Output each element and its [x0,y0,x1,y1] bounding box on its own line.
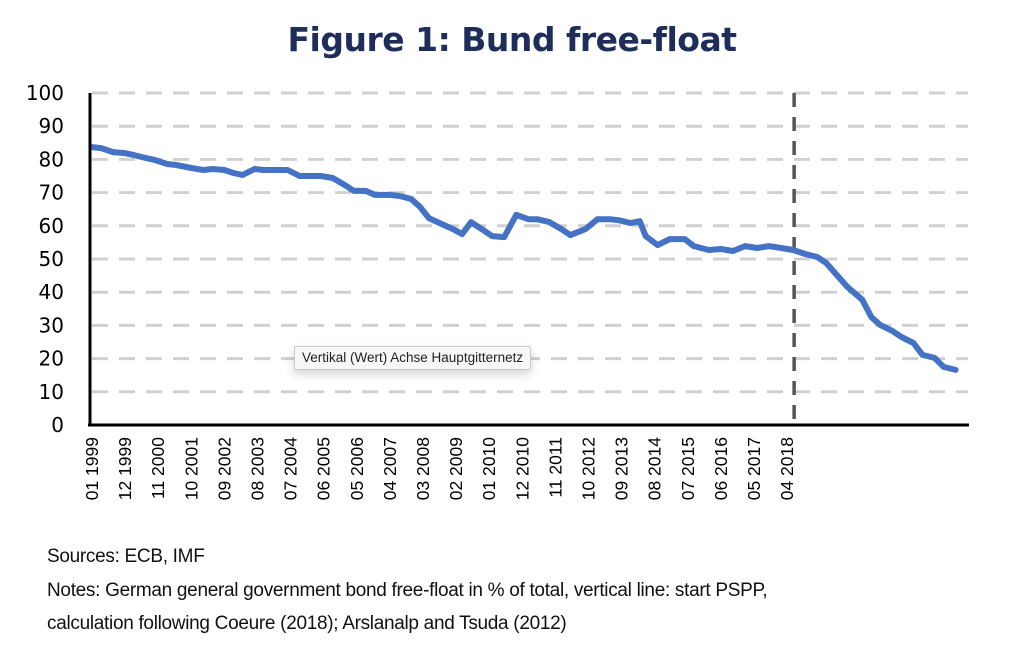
notes-line-1: Notes: German general government bond fr… [47,580,768,601]
x-tick-label: 12 1999 [115,437,135,500]
x-tick-label: 06 2016 [711,437,731,500]
y-tick-label: 100 [26,81,64,105]
x-tick-label: 08 2003 [248,437,268,500]
y-tick-label: 80 [39,147,64,171]
x-tick-label: 05 2017 [744,437,764,500]
x-tick-label: 11 2011 [545,437,565,498]
sources-note: Sources: ECB, IMF [47,546,205,567]
x-tick-label: 07 2004 [281,437,301,501]
y-tick-label: 70 [39,181,64,205]
y-tick-label: 20 [39,347,64,371]
series-group [89,144,959,373]
x-axis-tick-labels: 01 1999 12 1999 11 2000 10 2001 09 2002 08 20… [82,437,797,501]
x-tick-label: 04 2007 [380,437,400,500]
x-tick-label: 05 2006 [347,437,367,500]
x-tick-label: 10 2012 [579,437,599,500]
x-tick-label: 03 2008 [413,437,433,500]
x-tick-label: 08 2014 [645,437,665,501]
x-tick-label: 04 2018 [777,437,797,500]
x-tick-label: 07 2015 [678,437,698,500]
series-line-bund-free-float [89,144,959,373]
y-axis-tick-labels: 0 10 20 30 40 50 60 70 80 90 100 [26,81,64,437]
y-tick-label: 90 [39,114,64,138]
y-tick-label: 30 [39,313,64,337]
x-tick-label: 12 2010 [512,437,532,501]
y-tick-label: 40 [39,280,64,304]
y-tick-label: 0 [51,413,64,437]
x-tick-label: 02 2009 [446,437,466,500]
gridline-tooltip: Vertikal (Wert) Achse Hauptgitternetz [294,346,532,370]
x-tick-label: 01 2010 [479,437,499,501]
notes-line-2: calculation following Coeure (2018); Ars… [47,613,567,634]
chart-title: Figure 1: Bund free-float [287,20,737,59]
chart-plot: 0 10 20 30 40 50 60 70 80 90 100 01 1999 12 1999 11 … [26,81,969,501]
x-tick-label: 09 2013 [612,437,632,500]
x-tick-label: 09 2002 [214,437,234,500]
y-tick-label: 50 [39,247,64,271]
x-tick-label: 10 2001 [181,437,201,500]
x-tick-label: 01 1999 [82,437,102,500]
y-tick-label: 10 [39,380,64,404]
x-tick-label: 11 2000 [148,437,168,499]
x-tick-label: 06 2005 [314,437,334,500]
y-tick-label: 60 [39,214,64,238]
